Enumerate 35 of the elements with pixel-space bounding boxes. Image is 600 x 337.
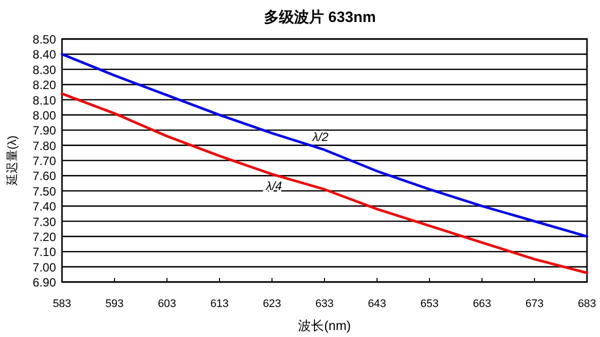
x-tick-label: 683 [578,298,596,310]
y-tick-label: 8.20 [32,78,56,92]
y-tick-label: 7.60 [32,169,56,184]
x-tick-label: 633 [315,298,334,310]
x-tick-label: 673 [525,298,544,310]
y-tick-label: 8.00 [32,108,56,122]
line-series [60,92,588,274]
y-tick-label: 7.80 [32,138,56,153]
x-tick-label: 593 [105,298,124,310]
y-tick-label: 7.20 [32,230,56,244]
y-tick-label: 7.00 [32,260,56,274]
x-tick-label: 643 [368,298,386,310]
x-tick-label: 603 [158,298,176,310]
x-axis-title: 波长(nm) [298,318,351,333]
x-tick-label: 653 [420,298,439,310]
x-tick-label: 613 [210,298,229,310]
x-tick-label: 623 [262,298,282,310]
x-tick-label: 583 [52,298,72,310]
y-tick-label: 7.40 [32,200,56,214]
y-tick-label: 8.10 [32,93,56,108]
y-tick-label: 7.90 [32,124,56,138]
y-axis-title: 延迟量(λ) [5,136,19,186]
y-tick-label: 8.50 [32,32,56,46]
y-tick-label: 7.70 [32,154,56,168]
y-tick-label: 7.30 [32,214,56,229]
chart-title: 多级波片 633nm [264,9,376,26]
series-label: λ/2 [312,130,329,144]
x-tick-label: 663 [472,298,492,310]
y-tick-label: 6.90 [32,276,56,290]
y-tick-label: 7.50 [32,184,56,198]
y-tick-label: 8.40 [32,48,56,62]
line-series [60,52,588,238]
y-tick-label: 7.10 [32,245,56,260]
y-tick-label: 8.30 [32,62,56,77]
series-label: λ/4 [265,179,282,194]
